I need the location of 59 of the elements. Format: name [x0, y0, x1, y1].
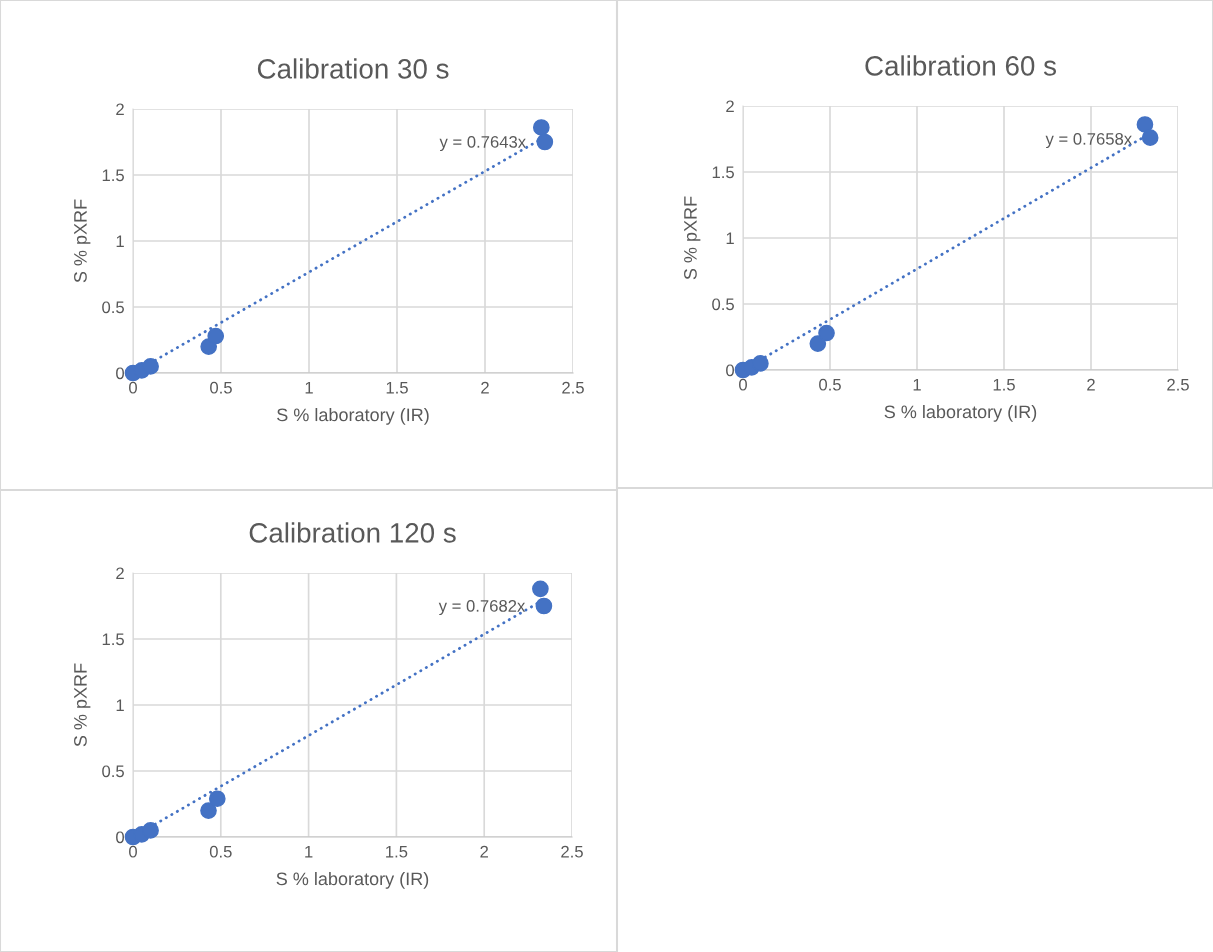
- x-tick-label: 1: [305, 845, 313, 858]
- point: [532, 580, 549, 598]
- point: [1141, 129, 1159, 147]
- point: [1136, 116, 1154, 133]
- point: [818, 324, 835, 342]
- y-tick-label: 0: [726, 364, 735, 377]
- x-tick-label: 0: [129, 381, 137, 394]
- y-tick-label: 1.5: [712, 166, 734, 179]
- point: [142, 822, 159, 839]
- x-tick-label: 0.5: [210, 381, 232, 394]
- point: [142, 358, 159, 375]
- point: [536, 133, 554, 151]
- x-tick-label: 0: [739, 378, 747, 391]
- y-tick-label: 1: [116, 699, 124, 712]
- y-axis-title: S % pXRF: [684, 196, 701, 280]
- y-tick-label: 0.5: [712, 298, 734, 311]
- x-tick-label: 1: [305, 381, 313, 394]
- x-tick-label: 0.5: [819, 378, 841, 391]
- x-tick-label: 2.5: [562, 381, 584, 394]
- y-tick-label: 2: [116, 567, 124, 580]
- annotation: y = 0.7643x: [439, 135, 526, 152]
- x-tick-label: 1: [913, 378, 921, 391]
- chart-title: Calibration 60 s: [865, 55, 1057, 76]
- x-tick-label: 0.5: [209, 845, 232, 858]
- x-axis-title: S % laboratory (IR): [884, 404, 1037, 422]
- point: [752, 355, 769, 372]
- point: [532, 119, 550, 136]
- point: [809, 335, 827, 352]
- point: [208, 790, 226, 808]
- x-tick-label: 2: [481, 381, 489, 394]
- y-tick-label: 1: [726, 232, 734, 245]
- y-tick-label: 2: [726, 100, 734, 113]
- point: [535, 597, 553, 615]
- x-axis-title: S % laboratory (IR): [277, 407, 429, 425]
- y-tick-label: 1.5: [102, 169, 124, 182]
- x-tick-label: 2: [1087, 378, 1095, 391]
- x-tick-label: 2.5: [561, 845, 583, 858]
- annotation: y = 0.7682x: [438, 599, 526, 616]
- chart-title: Calibration 30 s: [257, 58, 449, 79]
- point: [200, 802, 217, 819]
- x-tick-label: 1.5: [993, 378, 1015, 391]
- x-tick-label: 1.5: [386, 845, 408, 858]
- x-tick-label: 2.5: [1167, 378, 1189, 391]
- y-tick-label: 0.5: [102, 765, 124, 778]
- x-tick-label: 0: [129, 845, 137, 858]
- chart-title: Calibration 120 s: [249, 522, 456, 543]
- y-tick-label: 0.5: [102, 301, 124, 314]
- y-tick-label: 1: [116, 235, 124, 248]
- y-tick-label: 1.5: [102, 633, 124, 646]
- x-tick-label: 1.5: [386, 381, 408, 394]
- x-tick-label: 2: [480, 845, 488, 858]
- y-axis-title: S % pXRF: [74, 199, 91, 283]
- annotation: y = 0.7658x: [1045, 132, 1132, 149]
- x-axis-title: S % laboratory (IR): [276, 871, 429, 889]
- y-tick-label: 0: [116, 831, 125, 844]
- y-tick-label: 0: [116, 367, 125, 380]
- point: [207, 327, 225, 345]
- y-tick-label: 2: [116, 103, 124, 116]
- y-axis-title: S % pXRF: [74, 663, 91, 747]
